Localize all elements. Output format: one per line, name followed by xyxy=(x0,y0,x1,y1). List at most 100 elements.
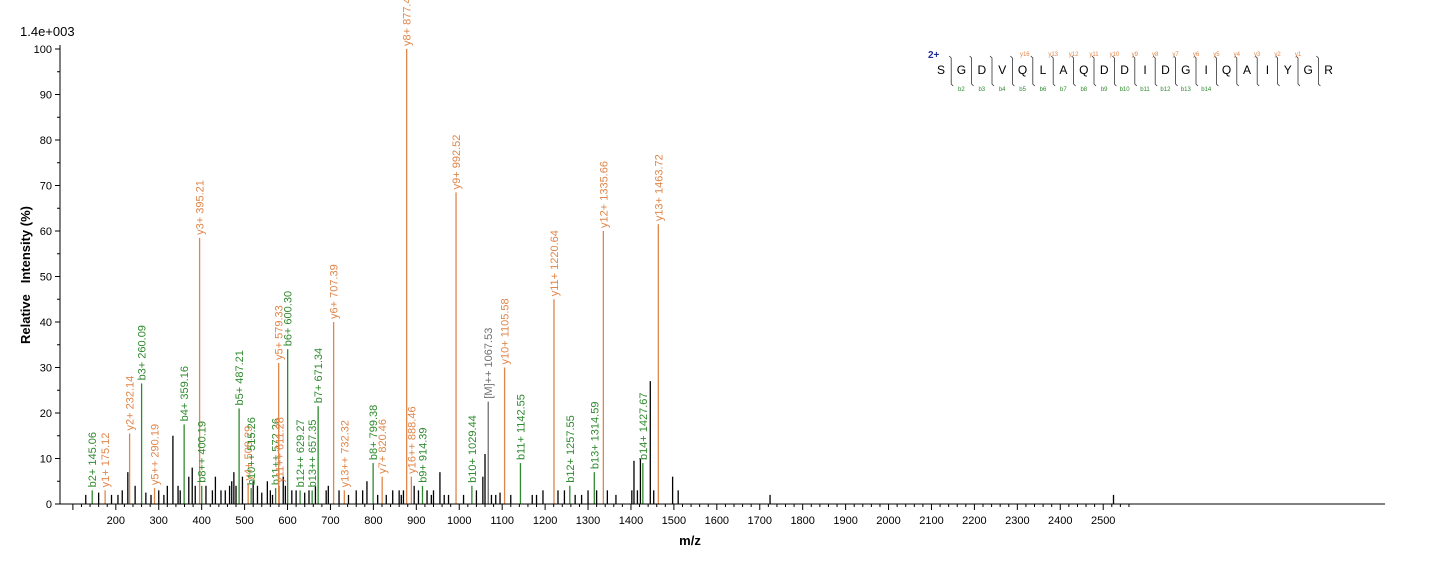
y-ion-tag: y9 xyxy=(1132,52,1139,58)
peak-label: b9+ 914.39 xyxy=(417,427,429,482)
x-tick-label: 200 xyxy=(107,515,125,527)
cleavage-bracket xyxy=(1091,55,1097,87)
x-tick-label: 1000 xyxy=(447,515,471,527)
x-tick-label: 1200 xyxy=(533,515,557,527)
peak-label: y4+ 508.29 xyxy=(243,426,255,481)
cleavage-bracket xyxy=(1112,55,1117,87)
peak-label: y11+ 1220.64 xyxy=(549,230,561,296)
peak-label: b14+ 1427.67 xyxy=(638,392,650,460)
intensity-scale-label: 1.4e+003 xyxy=(20,24,75,39)
sequence-residue: G xyxy=(957,63,966,77)
peak-label: b13+ 1314.59 xyxy=(589,402,601,470)
sequence-residue: I xyxy=(1143,63,1146,77)
x-tick-label: 700 xyxy=(321,515,339,527)
b-ion-tag: b12 xyxy=(1160,87,1171,93)
peak-label: b10++ 515.26 xyxy=(246,417,258,485)
peak-label: y5++ 290.19 xyxy=(150,424,162,485)
cleavage-bracket xyxy=(1030,55,1036,87)
y-tick-label: 0 xyxy=(46,499,52,511)
peak-label: b11+ 1142.55 xyxy=(515,394,527,460)
x-tick-label: 1300 xyxy=(576,515,600,527)
b-ion-tag: b4 xyxy=(999,87,1006,93)
peak-label: y6+ 707.39 xyxy=(329,264,341,319)
cleavage-bracket xyxy=(1254,55,1260,87)
sequence-residue: A xyxy=(1059,63,1067,77)
precursor-charge: 2+ xyxy=(928,50,940,61)
peak-label: y2+ 232.14 xyxy=(125,376,137,431)
sequence-residue: D xyxy=(977,63,986,77)
y-tick-label: 60 xyxy=(40,226,52,238)
b-ion-tag: b5 xyxy=(1019,87,1026,93)
sequence-residue: V xyxy=(998,63,1006,77)
x-tick-label: 1500 xyxy=(662,515,686,527)
y-ion-tag: y7 xyxy=(1172,52,1179,58)
peak-label: y10+ 1105.58 xyxy=(500,298,512,364)
peak-label: y13++ 732.32 xyxy=(339,420,351,487)
y-tick-label: 10 xyxy=(40,454,52,466)
y-axis-label: Relative Intensity (%) xyxy=(18,206,33,344)
sequence-residue: D xyxy=(1100,63,1109,77)
x-tick-label: 400 xyxy=(192,515,210,527)
b-ion-tag: b3 xyxy=(978,87,985,93)
b-ion-tag: b11 xyxy=(1140,87,1150,93)
peak-label: y7+ 820.46 xyxy=(377,419,389,474)
peak-label: [M]++ 1067.53 xyxy=(483,328,495,399)
x-tick-label: 2300 xyxy=(1005,515,1029,527)
cleavage-bracket xyxy=(1275,55,1280,87)
unlabeled-peaks xyxy=(85,381,1115,504)
y-ion-tag: y4 xyxy=(1234,52,1241,58)
x-tick-label: 2400 xyxy=(1048,515,1072,527)
peak-label: y16++ 888.46 xyxy=(406,406,418,473)
sequence-residue: I xyxy=(1205,63,1208,77)
y-tick-label: 100 xyxy=(34,44,52,56)
cleavage-bracket xyxy=(1214,55,1219,87)
y-ion-tag: y3 xyxy=(1254,52,1261,58)
peak-label: b12++ 629.27 xyxy=(295,419,307,487)
peak-label: b10+ 1029.44 xyxy=(467,415,479,483)
peak-label: y11++ 611.28 xyxy=(274,417,286,483)
peak-label: y1+ 175.12 xyxy=(100,433,112,488)
b-ion-tag: b9 xyxy=(1101,87,1108,93)
peak-label: b12+ 1257.55 xyxy=(565,415,577,483)
y-ion-tag: y2 xyxy=(1274,52,1281,58)
b-ion-tag: b7 xyxy=(1060,87,1067,93)
x-tick-label: 2200 xyxy=(962,515,986,527)
b-ion-tag: b2 xyxy=(958,87,965,93)
y-ion-tag: y12 xyxy=(1069,52,1079,58)
x-tick-label: 2000 xyxy=(876,515,900,527)
sequence-residue: Q xyxy=(1222,63,1231,77)
x-tick-label: 1900 xyxy=(833,515,857,527)
x-tick-label: 1800 xyxy=(790,515,814,527)
y-tick-label: 30 xyxy=(40,363,52,375)
x-tick-label: 1400 xyxy=(619,515,643,527)
peak-label: b3+ 260.09 xyxy=(137,325,149,380)
y-ion-tag: y11 xyxy=(1089,52,1099,58)
peak-label: b7+ 671.34 xyxy=(313,348,325,403)
peak-label: y12+ 1335.66 xyxy=(598,161,610,228)
y-ion-tag: y5 xyxy=(1213,52,1220,58)
peak-label: b11++ 572.26 xyxy=(271,418,283,485)
peak-label: y5+ 579.33 xyxy=(274,305,286,360)
y-tick-label: 90 xyxy=(40,90,52,102)
y-tick-label: 40 xyxy=(40,317,52,329)
cleavage-bracket xyxy=(1173,55,1178,87)
y-ion-tag: y13 xyxy=(1048,52,1058,58)
cleavage-bracket xyxy=(1050,55,1056,87)
x-tick-label: 1700 xyxy=(748,515,772,527)
sequence-residue: L xyxy=(1040,63,1047,77)
cleavage-bracket xyxy=(1316,55,1321,87)
cleavage-bracket xyxy=(1295,55,1301,87)
cleavage-bracket xyxy=(1193,55,1199,87)
peak-label: b2+ 145.06 xyxy=(87,432,99,487)
x-axis-label: m/z xyxy=(679,533,701,548)
cleavage-bracket xyxy=(1132,55,1138,87)
peak-label: b4+ 359.16 xyxy=(179,366,191,421)
peak-label: y8+ 877.49 xyxy=(402,0,414,46)
b-ion-tag: b6 xyxy=(1040,87,1047,93)
sequence-residue: R xyxy=(1324,63,1333,77)
b-ion-tag: b13 xyxy=(1181,87,1192,93)
peak-label: y3+ 395.21 xyxy=(195,180,207,235)
x-axis-ticks: 200 300 400 500 600 700 800 900 1000 1100 1200 1300… xyxy=(72,504,1130,527)
